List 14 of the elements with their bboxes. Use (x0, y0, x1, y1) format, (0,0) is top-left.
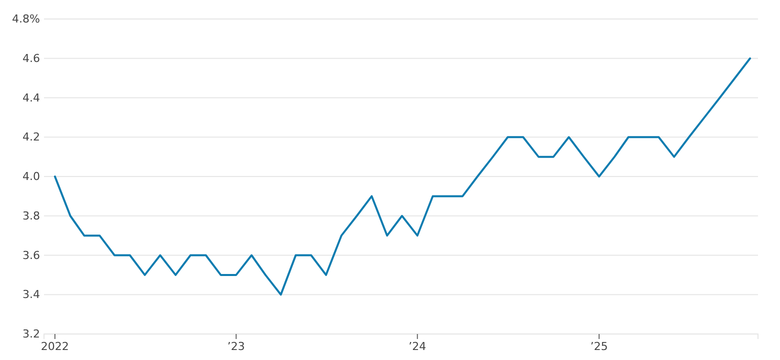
y-tick-label: 3.4 (22, 288, 40, 302)
y-tick-label: 4.2 (22, 130, 40, 144)
y-tick-label: 4.4 (22, 91, 40, 104)
y-tick-label: 3.8 (22, 209, 40, 222)
y-tick-label: 4.8% (12, 12, 40, 26)
y-tick-label: 3.6 (22, 248, 40, 262)
x-tick-label: ’24 (408, 340, 426, 353)
x-tick-label: 2022 (40, 340, 69, 353)
y-tick-label: 4.0 (22, 170, 40, 184)
x-tick-label: ’25 (590, 340, 608, 353)
x-tick-label: ’23 (227, 340, 245, 353)
line-series (54, 57, 752, 296)
y-tick-label: 3.2 (22, 328, 40, 341)
y-tick-label: 4.6 (22, 52, 40, 65)
